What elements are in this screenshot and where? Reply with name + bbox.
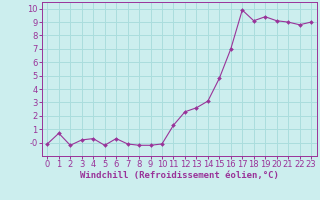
X-axis label: Windchill (Refroidissement éolien,°C): Windchill (Refroidissement éolien,°C) [80, 171, 279, 180]
